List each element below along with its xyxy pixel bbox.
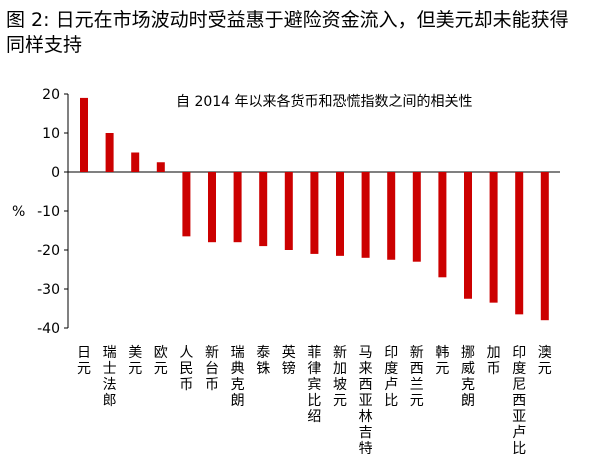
axes: 20 10 0 -10 -20 -30 -40 [37,87,560,337]
bar [336,172,344,256]
x-tick-label: 新加坡元 [333,345,347,409]
x-tick-label: 挪威克朗 [461,345,475,409]
bar [387,172,396,260]
bar [80,97,88,172]
bar [131,152,140,172]
y-tick-label: -30 [37,282,60,298]
bar [156,162,165,172]
bar [310,172,319,254]
y-axis-label: % [12,204,25,220]
bar [208,172,216,243]
bar [259,172,268,247]
x-tick-label: 菲律宾比绍 [307,345,321,425]
chart-subtitle: 自 2014 年以来各货币和恐慌指数之间的相关性 [176,93,473,110]
bar [540,172,549,321]
x-tick-label: 欧元 [154,345,168,377]
y-tick-label: 20 [42,87,60,103]
x-tick-label: 英镑 [282,344,296,377]
bar [412,172,421,262]
x-tick-label: 马来西亚林吉特 [359,345,373,454]
x-tick-label: 美元 [128,345,142,377]
x-tick-label: 印度尼西亚卢比 [512,345,526,454]
x-tick-label: 泰铢 [256,345,270,377]
x-tick-label: 澳元 [538,345,552,377]
bar [233,172,242,243]
x-tick-label: 韩元 [435,345,449,377]
x-tick-labels: 日元瑞士法郎美元欧元人民币新台币瑞典克朗泰铢英镑菲律宾比绍新加坡元马来西亚林吉特… [77,344,552,454]
x-tick-label: 印度卢比 [384,345,398,409]
bar [182,172,191,237]
figure-title: 图 2: 日元在市场波动时受益惠于避险资金流入，但美元却未能获得同样支持 [6,9,569,56]
x-tick-label: 瑞士法郎 [103,345,117,409]
y-tick-label: 10 [42,126,60,142]
bar [515,172,524,315]
bar [284,172,293,250]
bar [105,133,114,172]
bar [438,172,447,278]
x-tick-label: 瑞典克朗 [231,345,245,409]
x-tick-label: 日元 [77,345,91,377]
y-tick-label: -10 [37,204,60,220]
bar [464,172,472,299]
y-tick-label: -40 [37,321,60,337]
bar [489,172,498,303]
x-tick-label: 加币 [487,345,501,377]
x-tick-label: 新西兰元 [410,345,424,409]
y-tick-label: 0 [51,165,60,181]
bars [80,97,549,321]
x-tick-label: 人民币 [179,345,193,393]
y-tick-label: -20 [37,243,60,259]
x-tick-label: 新台币 [205,345,219,393]
bar [361,172,370,258]
